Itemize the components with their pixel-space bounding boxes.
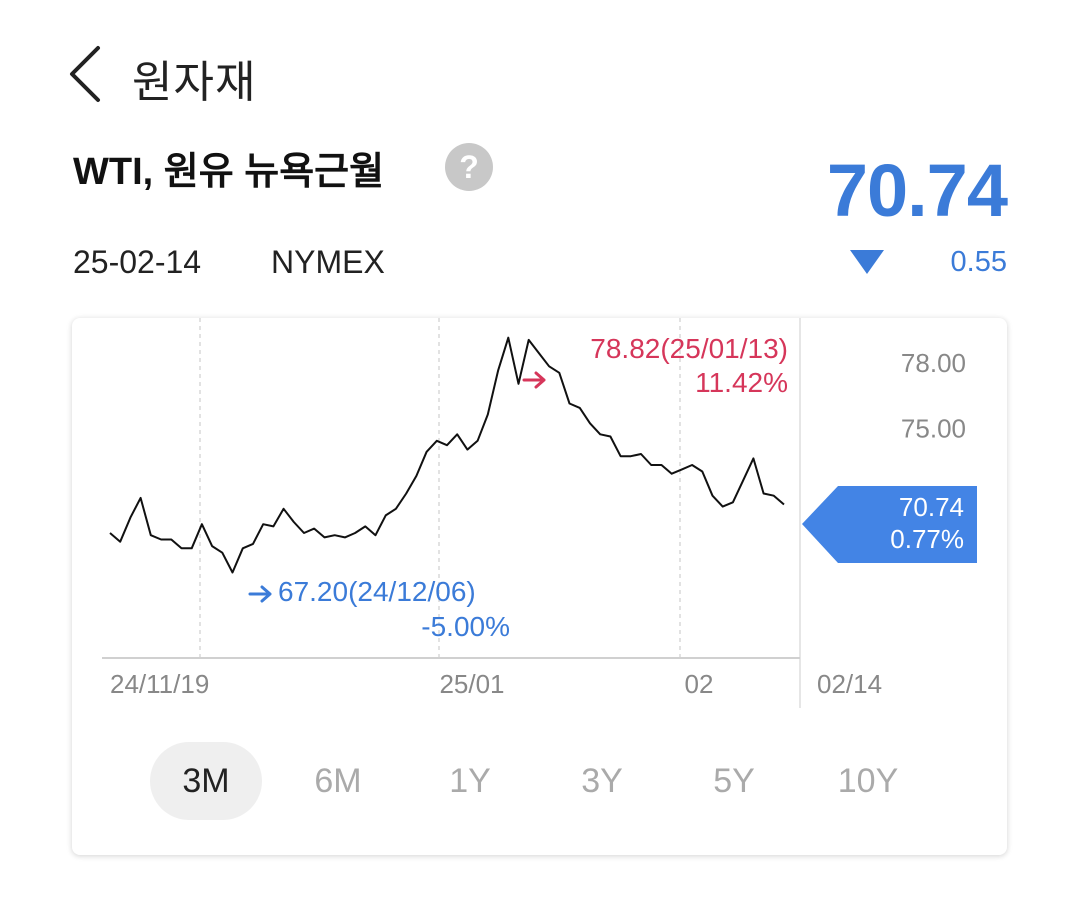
- y-tick-label: 78.00: [901, 348, 966, 378]
- down-triangle-icon: [850, 250, 884, 274]
- header: 원자재: [0, 0, 1079, 130]
- range-5y-button[interactable]: 5Y: [713, 762, 755, 800]
- help-icon[interactable]: ?: [445, 143, 493, 191]
- high-percent: 11.42%: [695, 367, 788, 398]
- asset-name: WTI, 원유 뉴욕근월: [73, 151, 385, 193]
- range-3y-button[interactable]: 3Y: [581, 762, 623, 800]
- chart-card: 78.00 75.00 24/11/19 25/01 02 02/14 78.82(25/0…: [72, 318, 1007, 855]
- chevron-left-icon[interactable]: [60, 40, 116, 108]
- quote-date: 25-02-14: [73, 244, 202, 280]
- low-arrow-icon: [248, 585, 272, 603]
- range-10y-button[interactable]: 10Y: [837, 762, 899, 800]
- y-tick-label: 75.00: [901, 414, 966, 444]
- range-1y-button[interactable]: 1Y: [449, 762, 491, 800]
- price-chart[interactable]: 78.00 75.00 24/11/19 25/01 02 02/14 78.82(25/0…: [72, 318, 1007, 718]
- range-3m-button[interactable]: 3M: [150, 742, 262, 820]
- x-tick-label: 02/14: [817, 669, 882, 699]
- x-tick-label: 25/01: [439, 669, 504, 699]
- range-6m-button[interactable]: 6M: [314, 762, 362, 800]
- low-percent: -5.00%: [421, 611, 510, 642]
- x-tick-label: 24/11/19: [110, 669, 209, 699]
- last-price-flag: [802, 486, 977, 563]
- last-price-percent: 0.77%: [890, 524, 964, 554]
- low-label: 67.20(24/12/06): [278, 576, 476, 607]
- price-line: [109, 336, 785, 574]
- price-change: 0.55: [950, 246, 1007, 278]
- page-title: 원자재: [132, 58, 257, 107]
- range-selector: 3M 6M 1Y 3Y 5Y 10Y: [150, 742, 950, 822]
- x-tick-label: 02: [685, 669, 714, 699]
- current-price: 70.74: [826, 149, 1008, 232]
- exchange-name: NYMEX: [271, 244, 385, 280]
- last-price-value: 70.74: [899, 492, 964, 522]
- high-arrow-icon: [522, 371, 546, 389]
- high-label: 78.82(25/01/13): [590, 333, 788, 364]
